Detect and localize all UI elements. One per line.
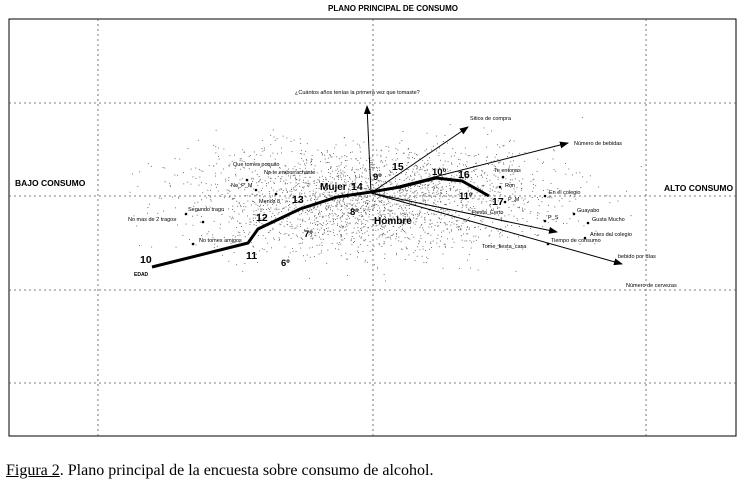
point-cloud — [129, 117, 642, 282]
variable-point — [583, 236, 587, 240]
variable-label: Que tomes poquito — [233, 162, 279, 168]
variable-label: P_M — [508, 197, 520, 203]
age-label: 10 — [140, 254, 152, 266]
vector-primera-vez — [363, 105, 372, 194]
variable-label: No mas de 2 tragos — [128, 217, 176, 223]
variable-label: No tomes amigos — [199, 238, 242, 244]
variable-label: En el colegio — [549, 190, 581, 196]
variable-point — [503, 200, 507, 204]
sex-labels: Mujer Hombre — [320, 182, 412, 227]
label-bajo-consumo: BAJO CONSUMO — [15, 178, 86, 188]
grade-label: 6º — [281, 258, 290, 269]
grid-lines — [9, 19, 736, 436]
variable-label: Gusta Mucho — [592, 217, 625, 223]
variable-point — [201, 220, 205, 224]
vector-numero-bebidas — [370, 141, 569, 194]
variable-label: Fiesta_Certo — [472, 210, 504, 216]
vector-bebido-dias — [370, 192, 623, 266]
sex-label-mujer: Mujer — [320, 182, 347, 193]
vector-sitios-compra — [370, 126, 469, 194]
plot-frame — [8, 18, 737, 437]
age-label: 15 — [392, 161, 404, 173]
grade-labels: 6º 7º 8º 9º 10º 11º — [281, 167, 473, 269]
variable-point — [184, 212, 188, 216]
variable-point — [586, 221, 590, 225]
age-label: 14 — [351, 181, 363, 193]
variable-point — [572, 212, 576, 216]
variable-labels: ¿Cuántos años tenías la primera vez que … — [128, 90, 677, 289]
variable-label: Número de cervezas — [626, 283, 677, 289]
variable-point — [501, 175, 505, 179]
variable-label: bebido por días — [618, 254, 656, 260]
vector-tiempo-consumo — [370, 192, 558, 234]
label-alto-consumo: ALTO CONSUMO — [664, 183, 733, 193]
variable-label: Número de bebidas — [574, 141, 622, 147]
variable-label: Guayabo — [577, 208, 599, 214]
variable-point — [498, 185, 502, 189]
variable-point — [245, 178, 249, 182]
variable-label: Menos 8 — [259, 199, 280, 205]
variable-label: Tiempo de consumo — [551, 238, 601, 244]
variable-point — [191, 242, 195, 246]
variable-point — [274, 192, 278, 196]
grade-label: 10º — [432, 167, 447, 178]
variable-label: Ron — [505, 183, 515, 189]
caption-text: . Plano principal de la encuesta sobre c… — [59, 462, 434, 479]
age-label: 13 — [292, 194, 304, 206]
variable-point — [543, 194, 547, 198]
variable-label: Segundo trago — [188, 207, 224, 213]
variable-label: Sitios de compra — [470, 116, 512, 122]
age-label: 11 — [246, 250, 257, 262]
factorial-plane-chart: PLANO PRINCIPAL DE CONSUMO BAJO CONSUMO … — [8, 4, 737, 437]
caption-label: Figura 2 — [6, 462, 60, 479]
variable-point — [546, 242, 550, 246]
variable-points — [184, 175, 590, 246]
variable-vectors — [363, 105, 623, 266]
variable-label: Te entonas — [494, 168, 521, 174]
variable-label: ¿Cuántos años tenías la primera vez que … — [295, 90, 420, 96]
variable-label: No_P_M — [231, 183, 253, 189]
chart-title: PLANO PRINCIPAL DE CONSUMO — [328, 4, 458, 13]
variable-label: Antes del colegio — [590, 232, 632, 238]
age-label: 12 — [256, 212, 268, 224]
figure-caption: Figura 2. Plano principal de la encuesta… — [6, 462, 433, 480]
grade-label: 7º — [304, 229, 313, 240]
origin-label: EDAD — [134, 272, 149, 278]
variable-label: P_S — [548, 215, 559, 221]
age-label: 17 — [492, 196, 504, 208]
variable-label: Tome_fiesta_casa — [482, 244, 527, 250]
variable-point — [254, 188, 258, 192]
grade-label: 8º — [350, 207, 359, 218]
age-label: 16 — [458, 169, 470, 181]
age-labels: 10 11 12 13 14 15 16 17 — [140, 161, 504, 266]
grade-label: 9º — [373, 172, 382, 183]
age-trajectory — [151, 176, 490, 269]
variable-label: No te emborrachaste — [264, 170, 315, 176]
grade-label: 11º — [459, 191, 473, 202]
sex-label-hombre: Hombre — [374, 216, 412, 227]
variable-point — [543, 219, 547, 223]
